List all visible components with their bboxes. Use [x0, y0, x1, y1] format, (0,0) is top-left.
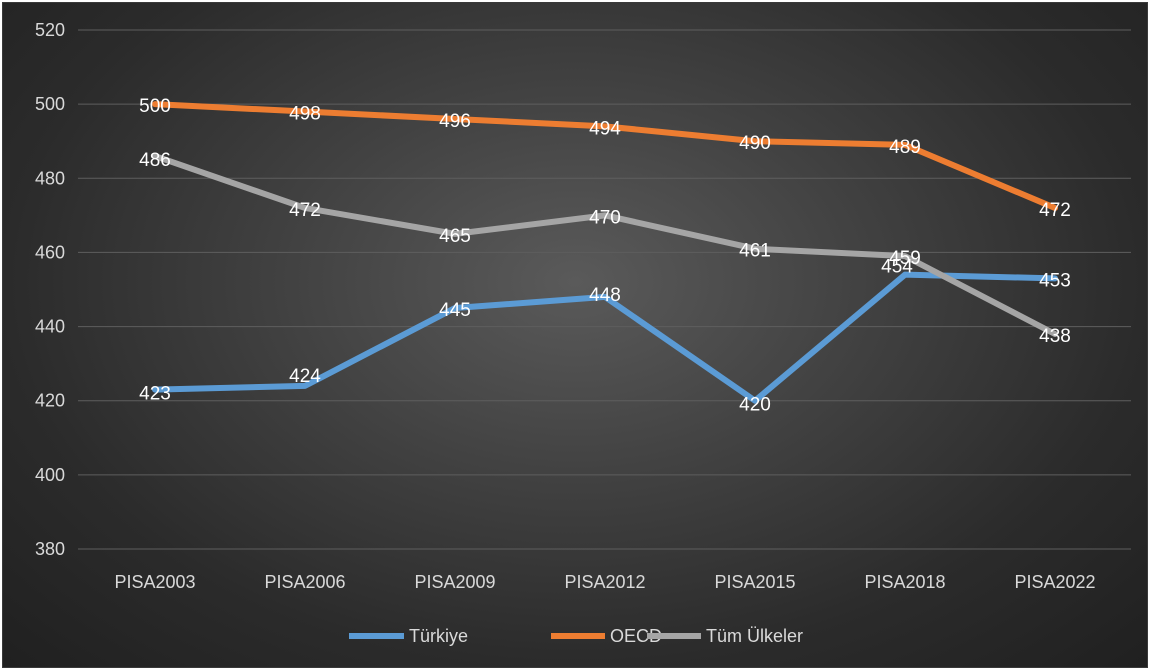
y-tick-label: 440: [35, 317, 65, 337]
data-label-t-rkiye: 445: [439, 300, 471, 321]
x-tick-label: PISA2022: [1014, 572, 1095, 592]
data-label-t-rkiye: 454: [881, 257, 913, 278]
series-line-t-m-lkeler: [152, 153, 1058, 337]
data-label-oecd: 489: [889, 137, 921, 158]
y-tick-label: 420: [35, 391, 65, 411]
x-tick-label: PISA2009: [414, 572, 495, 592]
data-labels: 423 424 445 448 420 454 453 500 498 496 494 490 489 4…: [139, 96, 1071, 416]
y-tick-label: 480: [35, 168, 65, 188]
series-line-oecd: [152, 101, 1058, 211]
x-tick-label: PISA2012: [564, 572, 645, 592]
x-tick-label: PISA2015: [714, 572, 795, 592]
legend: Türkiye OECD Tüm Ülkeler: [349, 626, 803, 646]
data-label-t-rkiye: 424: [289, 366, 321, 387]
x-axis-ticks: PISA2003 PISA2006 PISA2009 PISA2012 PISA2015…: [114, 572, 1095, 592]
y-tick-label: 460: [35, 242, 65, 262]
data-label-t-m-lkeler: 486: [139, 150, 171, 171]
legend-label-t-m-lkeler: Tüm Ülkeler: [706, 626, 803, 646]
data-label-t-m-lkeler: 465: [439, 226, 471, 247]
data-label-t-rkiye: 420: [739, 395, 771, 416]
data-label-oecd: 494: [589, 118, 621, 139]
y-tick-label: 520: [35, 20, 65, 40]
data-label-oecd: 496: [439, 111, 471, 132]
data-label-t-m-lkeler: 461: [739, 241, 771, 262]
grid-lines: [78, 29, 1131, 550]
data-label-t-rkiye: 453: [1039, 270, 1071, 291]
y-tick-label: 400: [35, 465, 65, 485]
data-label-t-m-lkeler: 459: [889, 248, 921, 269]
series-line-t-rkiye: [152, 271, 1058, 404]
data-label-oecd: 498: [289, 104, 321, 125]
legend-label-t-rkiye: Türkiye: [409, 626, 468, 646]
data-label-t-rkiye: 448: [589, 285, 621, 306]
x-tick-label: PISA2018: [864, 572, 945, 592]
data-label-t-m-lkeler: 472: [289, 200, 321, 221]
data-label-t-rkiye: 423: [139, 384, 171, 405]
y-tick-label: 500: [35, 94, 65, 114]
data-label-oecd: 500: [139, 96, 171, 117]
legend-label-oecd: OECD: [610, 626, 662, 646]
x-tick-label: PISA2006: [264, 572, 345, 592]
series-lines: [152, 101, 1058, 404]
data-label-t-m-lkeler: 470: [589, 207, 621, 228]
data-label-oecd: 490: [739, 133, 771, 154]
data-label-t-m-lkeler: 438: [1039, 326, 1071, 347]
data-label-oecd: 472: [1039, 200, 1071, 221]
y-axis-ticks: 380 400 420 440 460 480 500 520: [35, 20, 65, 559]
x-tick-label: PISA2003: [114, 572, 195, 592]
y-tick-label: 380: [35, 539, 65, 559]
